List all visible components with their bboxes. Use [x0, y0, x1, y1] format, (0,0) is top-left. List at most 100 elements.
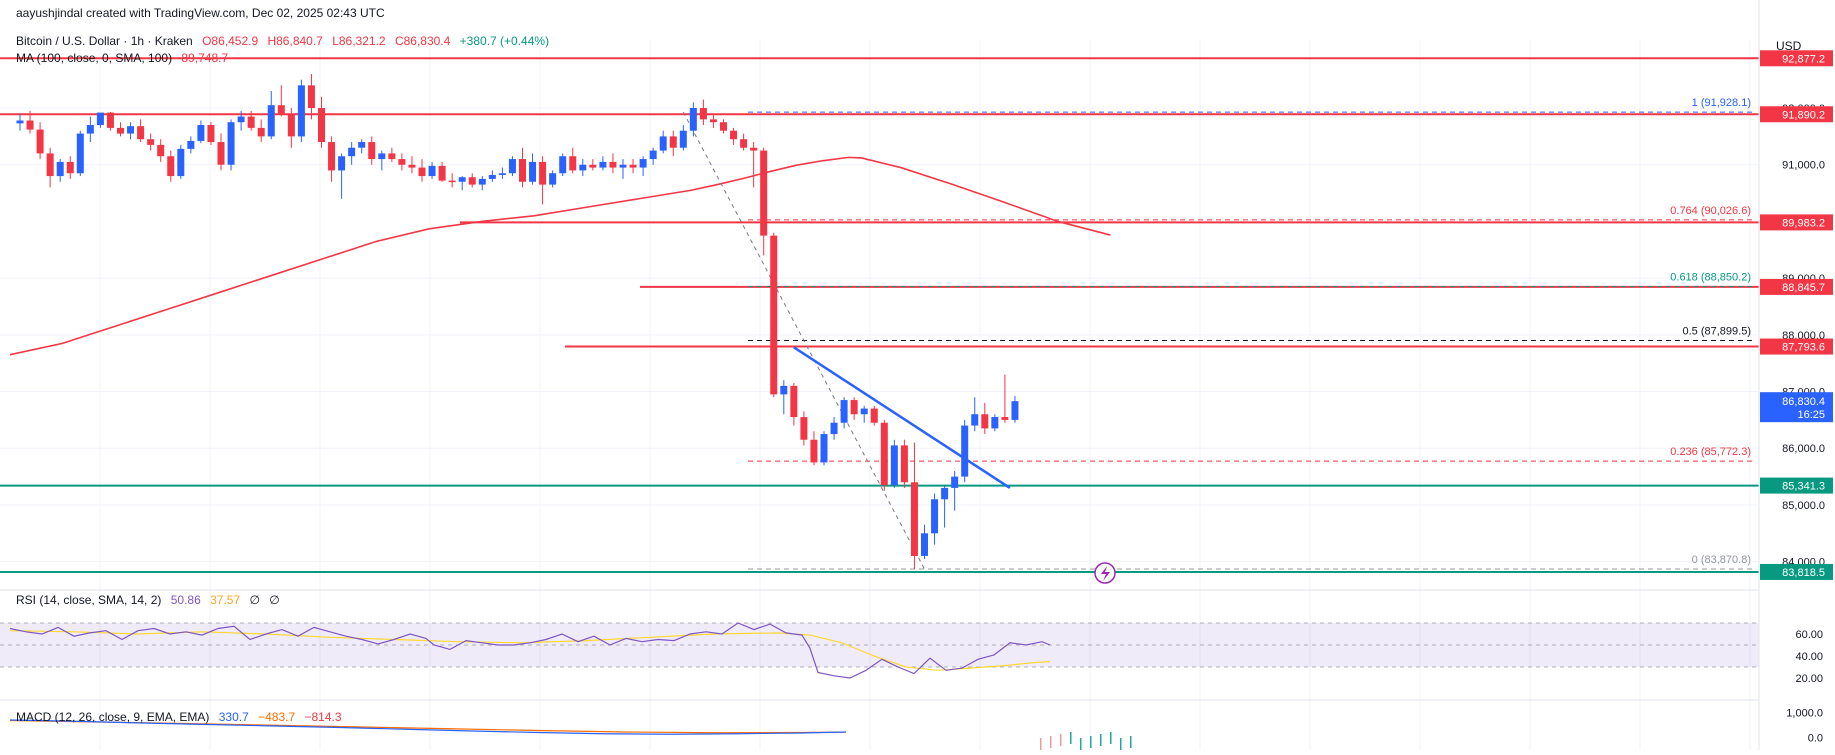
macd-hist-bar [1090, 736, 1092, 748]
macd-legend-label: MACD (12, 26, close, 9, EMA, EMA) [16, 710, 210, 724]
rsi-tick-label: 60.00 [1795, 629, 1823, 641]
currency-label[interactable]: USD [1776, 39, 1802, 53]
candle [468, 177, 476, 185]
candle [810, 439, 818, 463]
candle [16, 120, 24, 124]
trendline [793, 346, 1011, 489]
candle [267, 105, 275, 137]
macd-hist-bar [1100, 734, 1102, 746]
candle [197, 125, 205, 141]
bar-countdown-label: 16:25 [1797, 409, 1825, 421]
price-tag [1760, 338, 1833, 355]
price-tag-label: 83,818.5 [1782, 567, 1825, 579]
fib-level-label: 0 (83,870.8) [1692, 554, 1751, 566]
candle [699, 108, 707, 120]
candle [418, 167, 426, 177]
candle [579, 164, 587, 171]
candle [508, 159, 516, 174]
symbol-name[interactable]: Bitcoin / U.S. Dollar · 1h · Kraken [16, 34, 193, 48]
candle [790, 385, 798, 418]
candle [26, 120, 34, 130]
rsi-legend-empty-1: ∅ [249, 593, 260, 607]
candle [56, 161, 64, 177]
candle [217, 142, 225, 165]
ohlc-close: C86,830.4 [394, 34, 451, 48]
candle [66, 161, 74, 174]
candle [649, 150, 657, 160]
candle [921, 533, 928, 556]
candle [900, 445, 908, 483]
price-tag-label: 91,890.2 [1782, 109, 1825, 121]
macd-legend[interactable]: MACD (12, 26, close, 9, EMA, EMA) 330.7 … [16, 710, 348, 724]
macd-tick-label: 1,000.0 [1786, 708, 1823, 720]
fib-level-label: 0.5 (87,899.5) [1683, 326, 1752, 338]
candle [96, 112, 104, 126]
candle [539, 161, 547, 185]
candle [599, 161, 607, 168]
ma-legend[interactable]: MA (100, close, 0, SMA, 100) 89,748.7 [16, 51, 234, 65]
candle [609, 161, 617, 168]
fib-level-label: 0.236 (85,772.3) [1670, 446, 1751, 458]
fib-diagonal-line [682, 111, 925, 570]
price-tag-label: 85,341.3 [1782, 481, 1825, 493]
current-price-tag [1760, 392, 1833, 423]
ohlc-change: +380.7 (+0.44%) [459, 34, 550, 48]
candle [187, 140, 195, 149]
candle [137, 126, 145, 140]
candle [328, 142, 336, 171]
alert-icon [1094, 562, 1116, 584]
price-tag [1760, 214, 1833, 231]
candle [46, 153, 54, 177]
macd-hist-legend-value: −814.3 [304, 710, 342, 724]
price-tag [1760, 278, 1833, 295]
candle [1011, 401, 1019, 420]
current-price-label: 86,830.4 [1782, 396, 1825, 408]
macd-tick-label: 0.0 [1808, 733, 1823, 745]
candle [529, 161, 537, 182]
price-tag [1760, 106, 1833, 123]
candle [961, 425, 969, 477]
ma100-line [9, 156, 1111, 356]
candle [448, 180, 456, 183]
price-tag [1760, 477, 1833, 494]
candle [951, 476, 959, 488]
price-tag-label: 89,983.2 [1782, 217, 1825, 229]
candle [740, 139, 748, 148]
price-tag-label: 92,877.2 [1782, 53, 1825, 65]
rsi-legend-empty-2: ∅ [269, 593, 280, 607]
candle [991, 417, 999, 429]
candle [297, 85, 305, 137]
candle [227, 122, 235, 165]
macd-hist-bar [1110, 732, 1112, 744]
candle [569, 156, 577, 171]
candle [780, 385, 788, 395]
price-tag-label: 87,793.6 [1782, 342, 1825, 354]
candle [689, 108, 697, 131]
attribution-text: aayushjindal created with TradingView.co… [16, 6, 385, 20]
rsi-line [9, 622, 1051, 679]
candle [890, 445, 898, 486]
candle [307, 85, 315, 109]
candle [639, 159, 647, 168]
candle [207, 125, 215, 143]
price-axis: 92,000.091,000.089,000.088,000.087,000.0… [1758, 0, 1835, 750]
rsi-legend[interactable]: RSI (14, close, SMA, 14, 2) 50.86 37.57 … [16, 593, 286, 607]
candle [478, 178, 486, 185]
candle [549, 173, 557, 185]
macd-hist-bar [1130, 736, 1132, 748]
candle [941, 487, 949, 500]
candle [348, 147, 356, 157]
ma-legend-value: 89,748.7 [181, 51, 229, 65]
rsi-tick-label: 40.00 [1795, 651, 1823, 663]
candle [559, 156, 567, 174]
candle [589, 164, 597, 168]
candle [157, 144, 165, 157]
candle [709, 119, 717, 123]
candle [388, 153, 396, 160]
candle [830, 422, 838, 435]
candle [629, 164, 637, 168]
price-tick-label: 86,000.0 [1782, 443, 1825, 455]
candle [870, 408, 878, 423]
